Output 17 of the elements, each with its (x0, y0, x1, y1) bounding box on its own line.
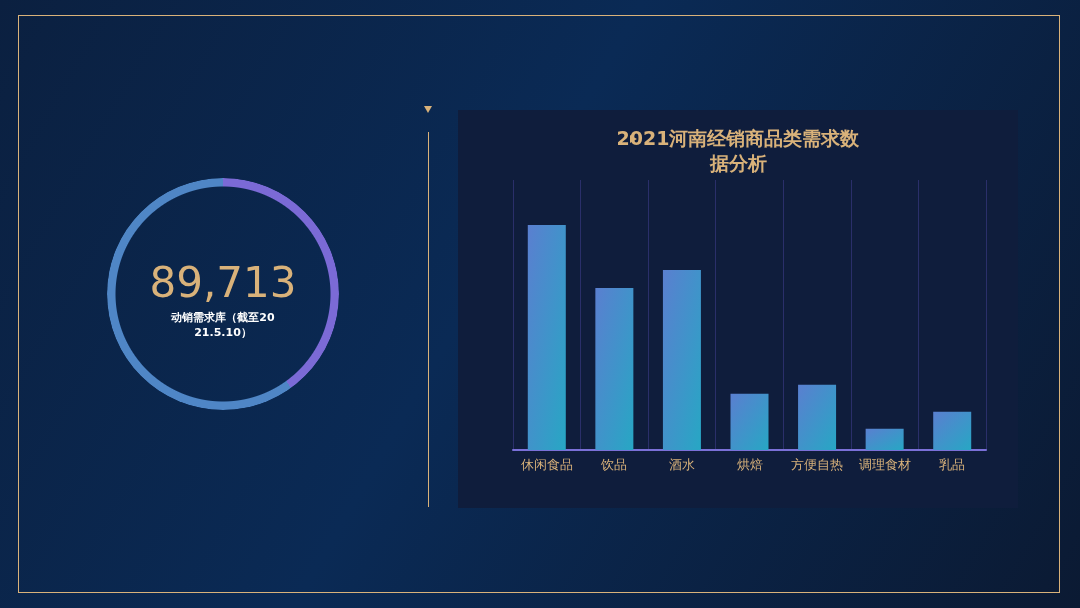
x-tick-label: 休闲食品 (520, 457, 573, 472)
text: 动销需求库（截至2021.5.10） (170, 310, 276, 340)
x-tick-label: 烘焙 (736, 457, 763, 472)
x-tick-label: 饮品 (600, 457, 628, 472)
bar (595, 288, 634, 450)
x-tick-label: 调理食材 (858, 457, 911, 472)
text: 89,713 (148, 258, 298, 307)
bar (798, 384, 837, 450)
x-tick-label: 乳品 (939, 457, 966, 472)
x-tick-label: 方便自热 (791, 457, 844, 472)
chart-title: 2021河南经销商品类需求数据分析 (615, 126, 861, 176)
bar (865, 428, 904, 450)
bar (662, 270, 701, 450)
bar (933, 411, 972, 450)
bar (527, 225, 566, 450)
bar (730, 393, 769, 450)
x-tick-label: 酒水 (668, 457, 695, 472)
